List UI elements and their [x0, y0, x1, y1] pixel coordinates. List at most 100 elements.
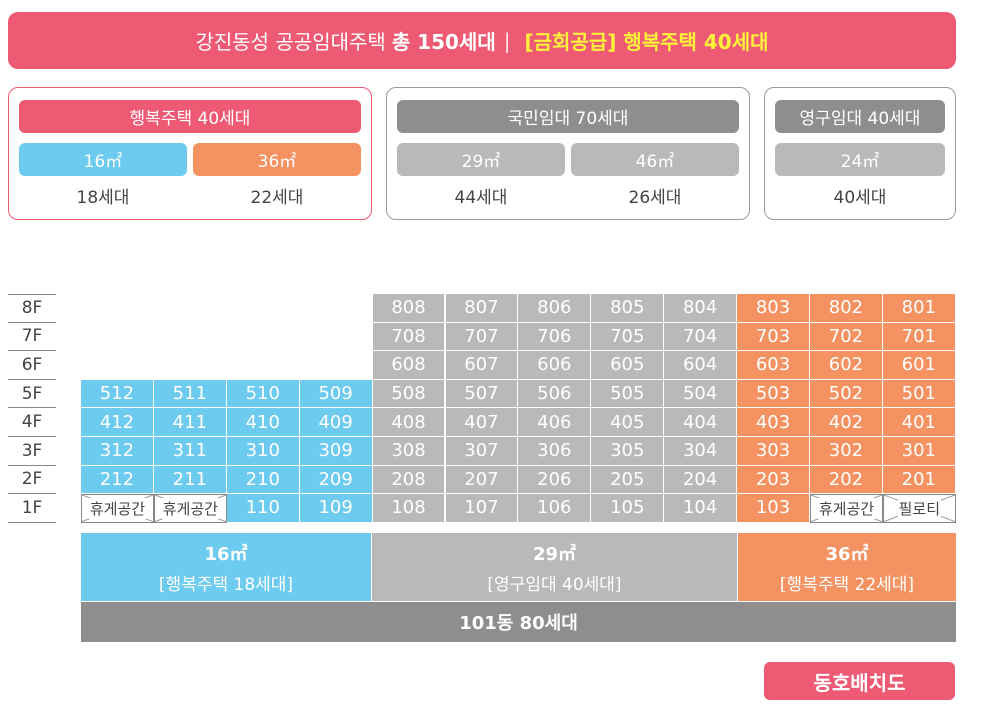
unit-cell: 803 — [737, 294, 810, 323]
unit-cell: 606 — [518, 351, 592, 380]
unit-cell: 601 — [882, 351, 956, 380]
unit-cell: 504 — [664, 379, 738, 409]
unit-cell: 312 — [81, 437, 154, 466]
unit-type-chip: 46㎡ — [571, 143, 739, 176]
floor-label: 4F — [8, 408, 56, 437]
unit-cell: 304 — [664, 437, 738, 466]
legend-16-sqm: 16㎡ [행복주택 18세대] — [81, 533, 372, 601]
unit-cell: 602 — [810, 351, 883, 380]
unit-cell: 204 — [664, 465, 738, 495]
unit-cell: 202 — [810, 465, 883, 495]
unit-cell: 407 — [445, 408, 519, 437]
unit-type-chip: 36㎡ — [193, 143, 361, 176]
unit-cell: 410 — [226, 408, 300, 437]
unit-cell: 605 — [591, 351, 665, 380]
unit-cell: 411 — [153, 408, 227, 437]
common-space-cell: 휴게공간 — [81, 494, 154, 523]
unit-cell: 701 — [882, 322, 956, 352]
unit-cell: 309 — [299, 437, 373, 466]
unit-cell: 508 — [372, 379, 446, 409]
common-space-cell: 휴게공간 — [810, 494, 883, 523]
unit-cell: 604 — [664, 351, 738, 380]
unit-cell: 103 — [737, 494, 810, 523]
unit-cell: 512 — [81, 379, 154, 409]
unit-cell: 303 — [737, 437, 810, 466]
unit-cell: 305 — [591, 437, 665, 466]
unit-cell: 302 — [810, 437, 883, 466]
unit-cell: 708 — [372, 322, 446, 352]
unit-cell: 109 — [299, 494, 373, 523]
unit-count: 44세대 — [454, 187, 508, 208]
common-space-cell: 필로티 — [882, 494, 956, 523]
unit-cell: 310 — [226, 437, 300, 466]
floor-label: 3F — [8, 437, 56, 466]
unit-cell: 805 — [591, 294, 665, 323]
unit-cell: 801 — [882, 294, 956, 323]
common-space-label: 휴게공간 — [817, 497, 876, 519]
legend-29-sqm: 29㎡ [영구임대 40세대] — [372, 533, 738, 601]
unit-cell: 703 — [737, 322, 810, 352]
unit-cell: 511 — [153, 379, 227, 409]
unit-cell: 207 — [445, 465, 519, 495]
summary-box-happy-housing: 행복주택 40세대 16㎡ 36㎡ 18세대 22세대 — [8, 87, 372, 220]
unit-cell: 105 — [591, 494, 665, 523]
summary-title: 국민임대 70세대 — [397, 100, 739, 133]
common-space-label: 휴게공간 — [88, 497, 147, 519]
unit-cell: 502 — [810, 379, 883, 409]
unit-cell: 205 — [591, 465, 665, 495]
unit-cell: 402 — [810, 408, 883, 437]
layout-caption: 동호배치도 — [764, 662, 955, 700]
legend-label: [행복주택 18세대] — [158, 574, 294, 595]
building-total: 101동 80세대 — [81, 602, 956, 642]
unit-cell: 107 — [445, 494, 519, 523]
unit-cell: 209 — [299, 465, 373, 495]
unit-cell: 507 — [445, 379, 519, 409]
unit-cell: 804 — [664, 294, 738, 323]
unit-cell: 301 — [882, 437, 956, 466]
floor-label: 5F — [8, 380, 56, 409]
unit-cell: 307 — [445, 437, 519, 466]
unit-cell: 503 — [737, 379, 810, 409]
unit-type-chip: 29㎡ — [397, 143, 565, 176]
unit-cell: 704 — [664, 322, 738, 352]
unit-cell: 409 — [299, 408, 373, 437]
unit-cell: 808 — [372, 294, 446, 323]
unit-cell: 206 — [518, 465, 592, 495]
unit-cell: 707 — [445, 322, 519, 352]
floor-label: 7F — [8, 323, 56, 352]
unit-count: 22세대 — [250, 187, 304, 208]
unit-cell: 110 — [226, 494, 300, 523]
unit-cell: 203 — [737, 465, 810, 495]
summary-title: 영구임대 40세대 — [775, 100, 945, 133]
unit-count: 26세대 — [628, 187, 682, 208]
unit-cell: 807 — [445, 294, 519, 323]
summary-box-permanent-rental: 영구임대 40세대 24㎡ 40세대 — [764, 87, 956, 220]
banner-separator: | — [503, 28, 511, 53]
unit-cell: 211 — [153, 465, 227, 495]
unit-cell: 208 — [372, 465, 446, 495]
legend-size: 36㎡ — [825, 543, 869, 565]
title-banner: 강진동성 공공임대주택 총 150세대 | [금회공급] 행복주택 40세대 — [8, 12, 956, 69]
legend-label: [영구임대 40세대] — [487, 574, 622, 595]
common-space-label: 필로티 — [897, 497, 942, 519]
legend-size: 16㎡ — [204, 543, 248, 565]
unit-cell: 412 — [81, 408, 154, 437]
unit-cell: 212 — [81, 465, 154, 495]
unit-count: 40세대 — [833, 187, 887, 208]
unit-cell: 505 — [591, 379, 665, 409]
summary-title: 행복주택 40세대 — [19, 100, 361, 133]
unit-cell: 106 — [518, 494, 592, 523]
unit-cell: 403 — [737, 408, 810, 437]
unit-type-chip: 16㎡ — [19, 143, 187, 176]
unit-cell: 806 — [518, 294, 592, 323]
unit-cell: 608 — [372, 351, 446, 380]
unit-cell: 108 — [372, 494, 446, 523]
unit-cell: 201 — [882, 465, 956, 495]
unit-cell: 706 — [518, 322, 592, 352]
unit-cell: 509 — [299, 379, 373, 409]
summary-box-national-rental: 국민임대 70세대 29㎡ 46㎡ 44세대 26세대 — [386, 87, 750, 220]
unit-type-chip: 24㎡ — [775, 143, 945, 176]
unit-cell: 705 — [591, 322, 665, 352]
banner-highlight: [금회공급] 행복주택 40세대 — [524, 30, 769, 54]
unit-cell: 408 — [372, 408, 446, 437]
